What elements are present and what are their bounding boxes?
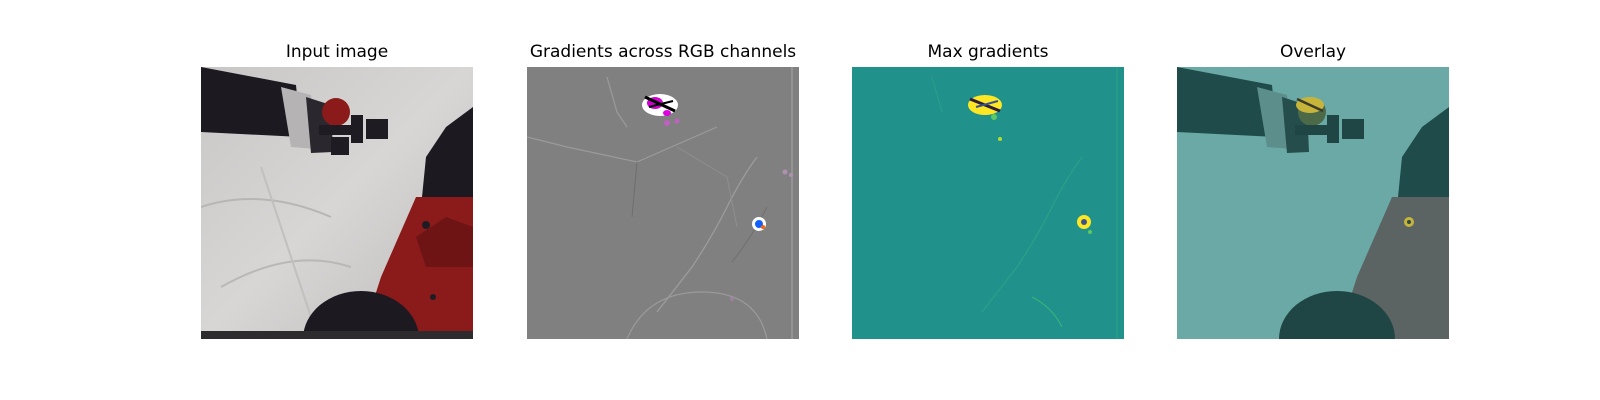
panel-title-input-image: Input image [285, 42, 389, 62]
input-image [201, 67, 473, 339]
panel-overlay: Overlay [1177, 40, 1449, 339]
panel-max-gradients: Max gradients [852, 40, 1124, 339]
panel-input-image: Input image [201, 40, 473, 339]
panel-title-overlay: Overlay [1279, 42, 1347, 62]
panel-title-rgb-gradients: Gradients across RGB channels [529, 42, 797, 62]
rgb-gradients-image [527, 67, 799, 339]
panel-title-max-gradients: Max gradients [927, 42, 1049, 62]
max-gradients-image [852, 67, 1124, 339]
overlay-image [1177, 67, 1449, 339]
panel-rgb-gradients: Gradients across RGB channels [527, 40, 799, 339]
